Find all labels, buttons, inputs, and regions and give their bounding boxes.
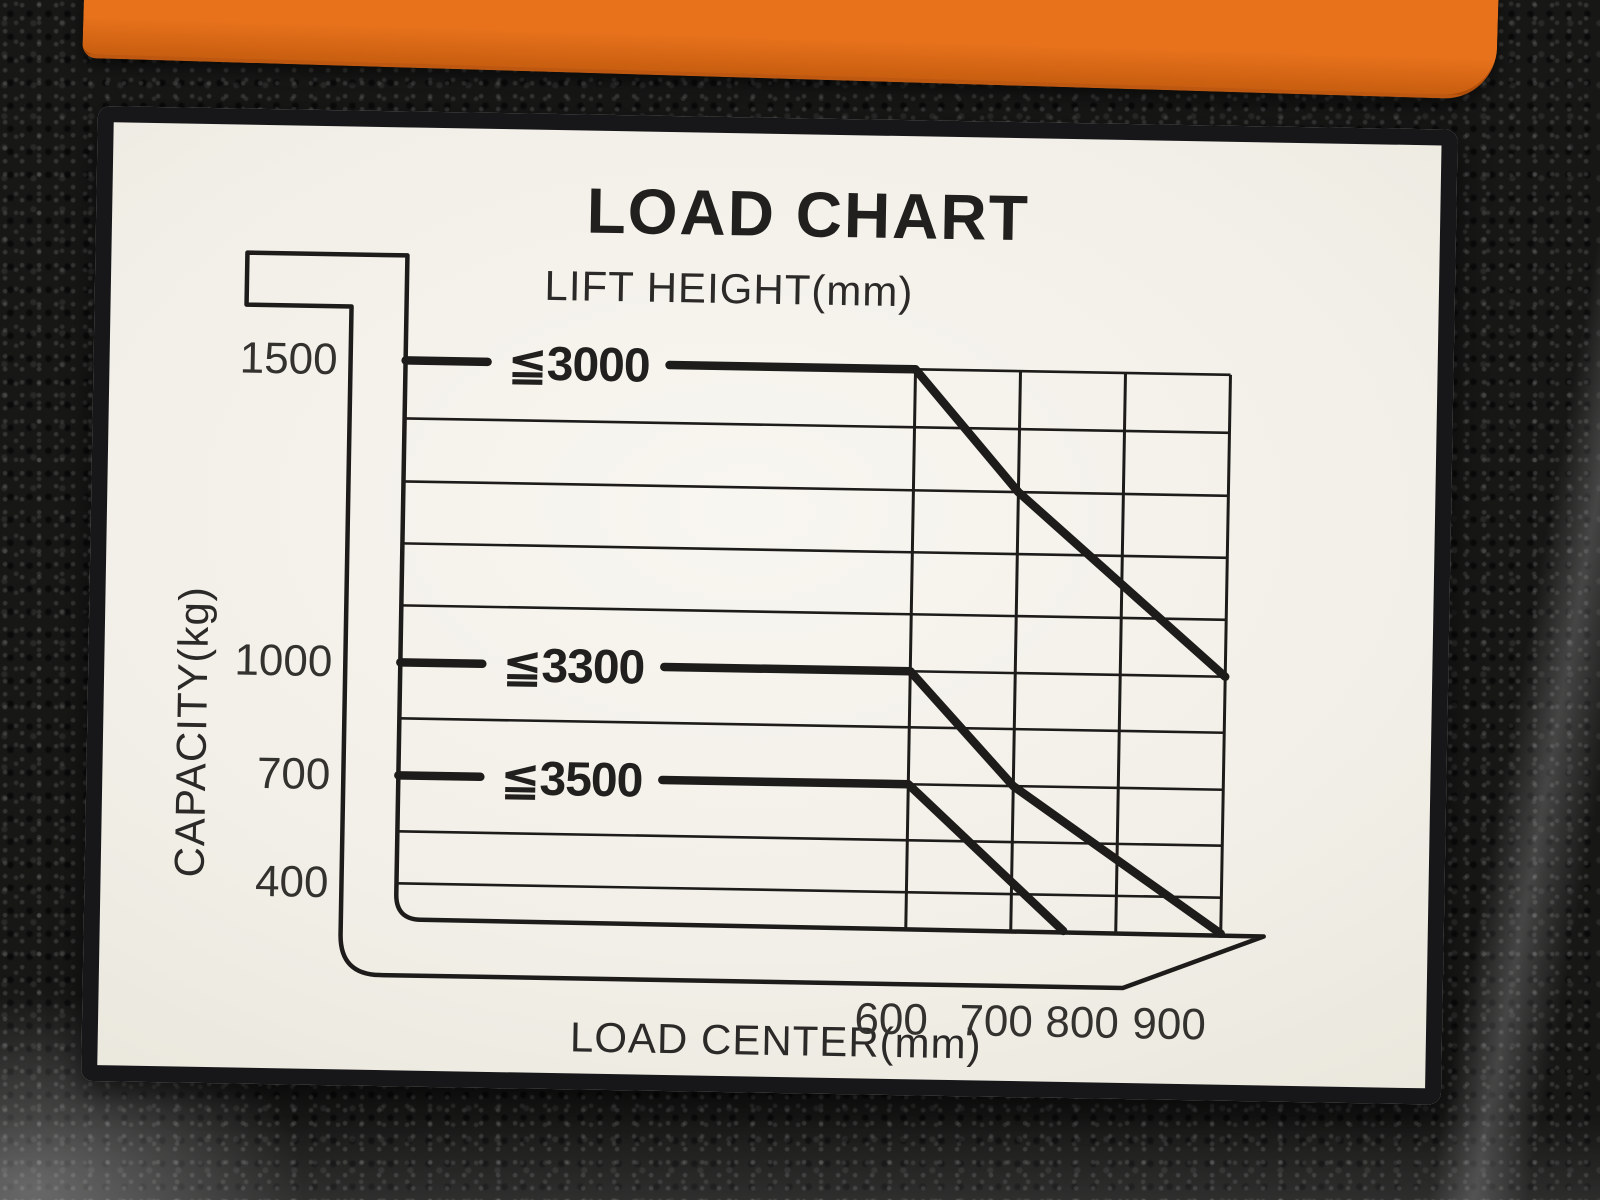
grid-vertical-600 (904, 369, 918, 929)
lift-height-axis-title: LIFT HEIGHT(mm) (544, 262, 914, 315)
load-chart-svg: LOAD CHART LIFT HEIGHT(mm) CAPACITY(kg) … (166, 175, 1266, 1068)
gridline-major-ext (915, 368, 1231, 377)
y-tick-label: 400 (255, 857, 329, 907)
series-line-3000 (401, 356, 1230, 682)
series-line-3500 (394, 771, 1068, 936)
page-title: LOAD CHART (586, 175, 1030, 255)
sticker-frame: LOAD CHART LIFT HEIGHT(mm) CAPACITY(kg) … (80, 106, 1458, 1105)
gridline-minor-400 (396, 882, 1222, 900)
x-tick-label: 900 (1132, 999, 1206, 1049)
load-chart-sticker: LOAD CHART LIFT HEIGHT(mm) CAPACITY(kg) … (80, 106, 1458, 1105)
gridline-minor-1100 (401, 604, 1227, 622)
x-tick-label: 800 (1045, 998, 1119, 1048)
curve-label-3500: ≦3500 (500, 752, 643, 807)
gridline-major-ext (908, 782, 1224, 792)
gridline-minor-1400 (404, 417, 1230, 435)
y-tick-label: 700 (257, 749, 331, 799)
curve-label-3300: ≦3300 (502, 639, 645, 694)
gridline-minor-850 (399, 717, 1225, 735)
x-tick-label: 600 (854, 994, 928, 1044)
gridline-major-ext (910, 669, 1226, 679)
chart-lines (394, 356, 1232, 938)
curve-label-3000: ≦3000 (507, 337, 650, 392)
x-tick-label: 700 (959, 996, 1033, 1046)
grid-vertical-800 (1114, 372, 1127, 932)
grid-vertical-700 (1009, 371, 1023, 931)
y-tick-label: 1500 (239, 334, 338, 385)
load-center-axis-title: LOAD CENTER(mm) (570, 1013, 982, 1067)
grid-vertical-900 (1219, 374, 1232, 934)
gridline-minor-1300 (403, 480, 1229, 498)
capacity-axis-title: CAPACITY(kg) (166, 586, 218, 878)
fork-axis-outline (244, 250, 1266, 991)
series-line-3300 (396, 658, 1225, 938)
gridline-minor-550 (397, 830, 1223, 848)
y-tick-label: 1000 (234, 635, 333, 686)
